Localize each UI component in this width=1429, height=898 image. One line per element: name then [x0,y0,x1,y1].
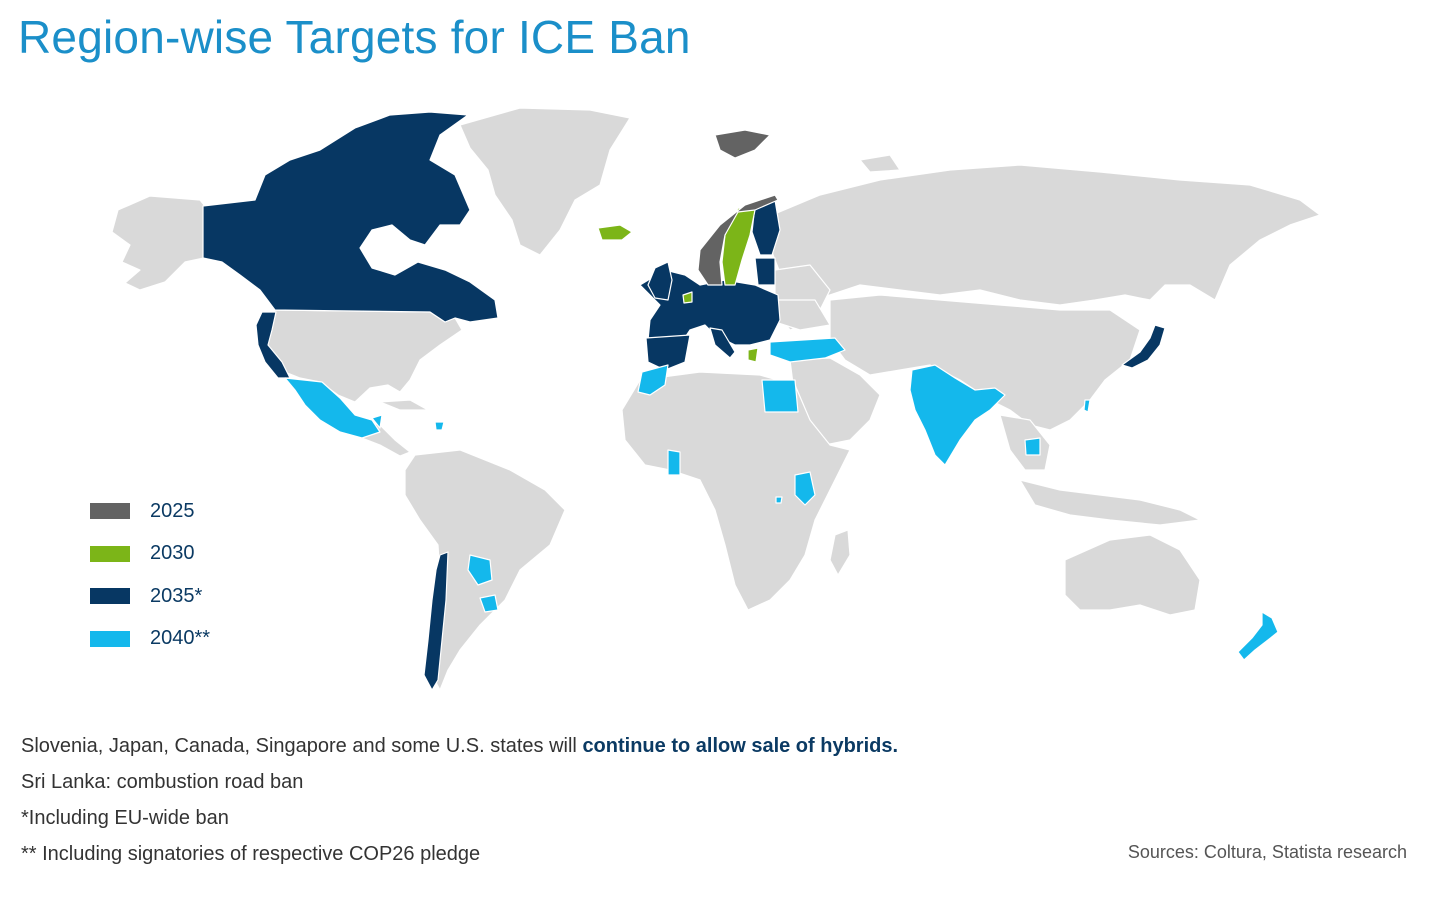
region-canada [202,111,499,323]
region-new-zealand [1237,611,1279,661]
legend-swatch-2025 [90,503,130,520]
region-norway [697,194,779,286]
sources-credit: Sources: Coltura, Statista research [1127,842,1407,862]
legend: 2025 2030 2035* 2040** [90,490,210,660]
region-india [909,364,1006,466]
region-kenya [794,471,816,506]
legend-item-2035: 2035* [90,575,210,618]
legend-swatch-2040 [90,630,130,647]
legend-label: 2030 [150,542,195,565]
region-greenland [459,107,631,256]
note-hybrids-emphasis: continue to allow sale of hybrids. [582,735,899,757]
page-title: Region-wise Targets for ICE Ban [18,11,691,63]
world-map [111,107,1321,691]
region-chile [423,551,449,691]
note-cop26: ** Including signatories of respective C… [21,843,481,865]
region-japan [1121,324,1166,369]
legend-item-2030: 2030 [90,533,210,576]
region-svalbard-grey [859,154,901,173]
region-australia [1064,534,1201,616]
region-indonesia [1019,479,1201,526]
region-mexico [284,377,381,439]
region-africa [621,371,851,611]
region-taiwan [1083,399,1091,413]
region-iberia [645,334,691,371]
region-slovenia [747,347,759,363]
region-turkey [769,337,846,363]
region-madagascar [829,529,851,576]
region-iceland [597,224,633,241]
region-baltics [754,257,776,286]
legend-item-2040: 2040** [90,618,210,661]
region-rwanda [775,496,783,504]
region-caribbean [371,414,383,429]
note-hybrids: Slovenia, Japan, Canada, Singapore and s… [21,733,898,769]
region-asia [829,294,1141,431]
region-usa [261,309,463,403]
region-dominican [434,421,445,431]
region-netherlands [682,291,693,304]
region-morocco [637,364,669,396]
legend-swatch-2035 [90,588,130,605]
note-hybrids-text: Slovenia, Japan, Canada, Singapore and s… [21,735,583,757]
note-sri-lanka: Sri Lanka: combustion road ban [21,771,304,793]
region-russia [759,164,1321,306]
region-sweden [721,207,756,286]
region-ghana [667,449,681,476]
note-eu-ban: *Including EU-wide ban [21,807,229,829]
region-cuba [379,399,429,411]
region-cambodia [1024,437,1041,456]
region-uk [647,261,673,301]
region-egypt [761,379,799,413]
legend-swatch-2030 [90,545,130,562]
legend-label: 2025 [150,499,195,522]
region-paraguay [467,554,493,586]
legend-item-2025: 2025 [90,490,210,533]
region-italy [709,327,736,359]
legend-label: 2035* [150,584,203,607]
legend-label: 2040** [150,627,211,650]
footnotes: Slovenia, Japan, Canada, Singapore and s… [21,733,898,877]
region-uruguay [479,594,499,613]
region-svalbard [714,129,771,159]
region-alaska [111,195,205,291]
